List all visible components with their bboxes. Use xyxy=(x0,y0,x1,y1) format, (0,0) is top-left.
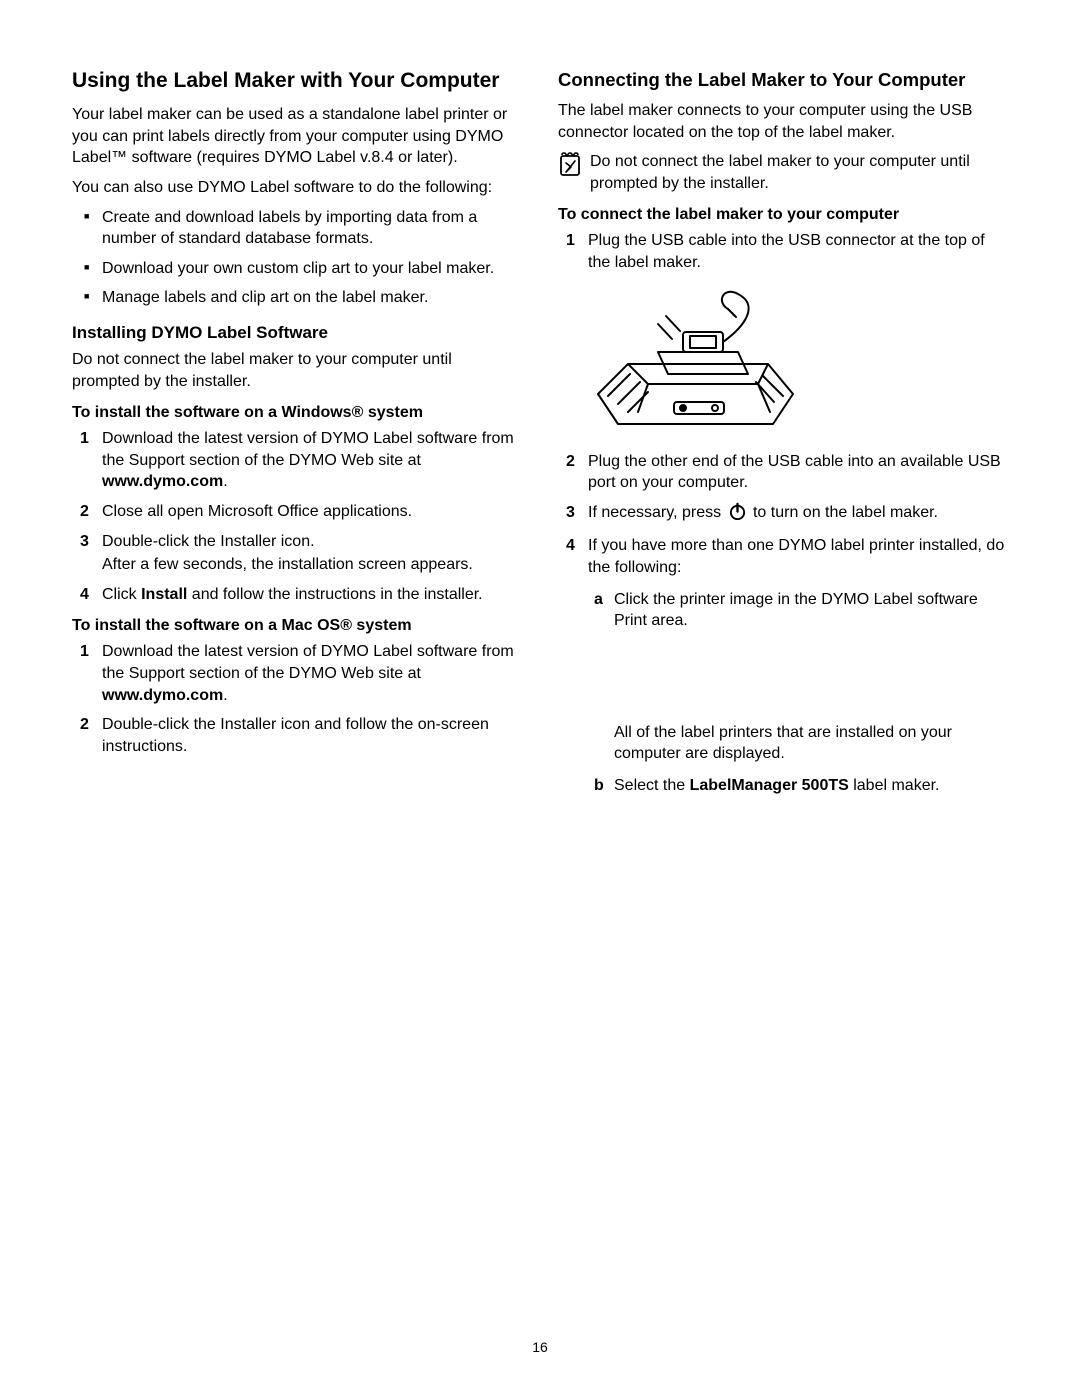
win-step-3: Double-click the Installer icon. After a… xyxy=(72,531,522,576)
heading-windows-install: To install the software on a Windows® sy… xyxy=(72,404,522,422)
page-number: 16 xyxy=(0,1339,1080,1355)
mac-step-2: Double-click the Installer icon and foll… xyxy=(72,714,522,757)
connect-steps: Plug the USB cable into the USB connecto… xyxy=(558,230,1008,273)
heading-to-connect: To connect the label maker to your compu… xyxy=(558,206,1008,224)
conn-step-4: If you have more than one DYMO label pri… xyxy=(558,535,1008,578)
bullet-3: Manage labels and clip art on the label … xyxy=(72,287,522,309)
windows-steps: Download the latest version of DYMO Labe… xyxy=(72,428,522,605)
usb-diagram xyxy=(588,284,1008,439)
right-column: Connecting the Label Maker to Your Compu… xyxy=(558,68,1008,805)
bullet-2: Download your own custom clip art to you… xyxy=(72,258,522,280)
conn-substep-b: Select the LabelManager 500TS label make… xyxy=(558,775,1008,797)
bullet-1: Create and download labels by importing … xyxy=(72,207,522,250)
win-step-3-extra: After a few seconds, the installation sc… xyxy=(102,554,522,576)
warning-notice: Do not connect the label maker to your c… xyxy=(558,151,1008,194)
heading-using-label-maker: Using the Label Maker with Your Computer xyxy=(72,68,522,94)
mac-step-1: Download the latest version of DYMO Labe… xyxy=(72,641,522,706)
mac-steps: Download the latest version of DYMO Labe… xyxy=(72,641,522,757)
heading-connecting: Connecting the Label Maker to Your Compu… xyxy=(558,68,1008,92)
conn-note: All of the label printers that are insta… xyxy=(558,722,1008,765)
heading-installing: Installing DYMO Label Software xyxy=(72,323,522,343)
feature-bullets: Create and download labels by importing … xyxy=(72,207,522,309)
power-icon xyxy=(728,502,747,528)
win-step-1: Download the latest version of DYMO Labe… xyxy=(72,428,522,493)
conn-step-2: Plug the other end of the USB cable into… xyxy=(558,451,1008,494)
para-donotconnect: Do not connect the label maker to your c… xyxy=(72,349,522,392)
heading-mac-install: To install the software on a Mac OS® sys… xyxy=(72,617,522,635)
conn-substep-a: Click the printer image in the DYMO Labe… xyxy=(558,589,1008,632)
win-step-2: Close all open Microsoft Office applicat… xyxy=(72,501,522,523)
win-step-4: Click Install and follow the instruction… xyxy=(72,584,522,606)
para-also: You can also use DYMO Label software to … xyxy=(72,177,522,199)
conn-step-1: Plug the USB cable into the USB connecto… xyxy=(558,230,1008,273)
warning-text: Do not connect the label maker to your c… xyxy=(590,151,1008,194)
caution-icon xyxy=(558,152,582,185)
left-column: Using the Label Maker with Your Computer… xyxy=(72,68,522,805)
connect-steps-cont: Plug the other end of the USB cable into… xyxy=(558,451,1008,579)
para-connect-intro: The label maker connects to your compute… xyxy=(558,100,1008,143)
conn-step-3: If necessary, press to turn on the label… xyxy=(558,502,1008,528)
para-intro: Your label maker can be used as a standa… xyxy=(72,104,522,169)
